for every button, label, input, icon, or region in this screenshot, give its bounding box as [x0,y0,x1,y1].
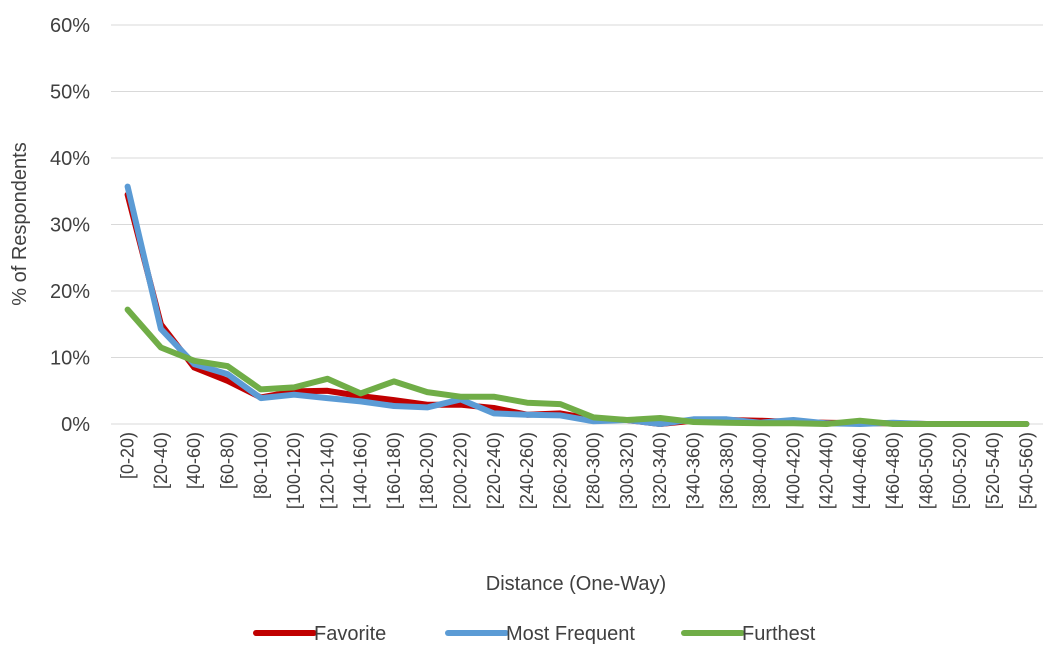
x-tick-label: [40-60) [184,432,204,489]
x-tick-label: [120-140) [317,432,337,509]
legend-label: Furthest [742,623,816,645]
x-tick-label: [220-240) [484,432,504,509]
x-tick-label: [20-40) [151,432,171,489]
x-tick-label: [460-480) [883,432,903,509]
x-tick-label: [500-520) [950,432,970,509]
x-tick-label: [540-560) [1016,432,1036,509]
y-tick-label: 30% [50,215,90,237]
y-tick-label: 10% [50,348,90,370]
x-tick-label: [320-340) [650,432,670,509]
y-axis-ticks: 0% 10% 20% 30% 40% 50% 60% [50,15,90,436]
y-tick-label: 0% [61,414,90,436]
x-tick-label: [160-180) [384,432,404,509]
x-tick-label: [280-300) [584,432,604,509]
x-tick-label: [400-420) [783,432,803,509]
y-axis-title: % of Respondents [9,142,31,305]
x-tick-label: [520-540) [983,432,1003,509]
y-tick-label: 20% [50,281,90,303]
series-line-3 [124,306,1030,427]
x-tick-label: [380-400) [750,432,770,509]
x-tick-label: [200-220) [451,432,471,509]
legend-label: Favorite [314,623,386,645]
x-axis-ticks: [0-20) [20-40) [40-60) [60-80) [80-100) [100-… [118,432,1037,509]
x-tick-label: [340-360) [684,432,704,509]
x-tick-label: [100-120) [284,432,304,509]
x-tick-label: [80-100) [251,432,271,499]
y-tick-label: 40% [50,148,90,170]
x-tick-label: [300-320) [617,432,637,509]
x-tick-label: [60-80) [218,432,238,489]
x-tick-label: [240-260) [517,432,537,509]
y-tick-label: 50% [50,82,90,104]
x-tick-label: [440-460) [850,432,870,509]
y-tick-label: 60% [50,15,90,37]
legend-label: Most Frequent [506,623,635,645]
legend: Favorite Most Frequent Furthest [253,623,816,645]
x-tick-label: [420-440) [817,432,837,509]
gridlines [111,24,1043,425]
x-tick-label: [0-20) [118,432,138,479]
x-tick-label: [260-280) [550,432,570,509]
x-tick-label: [480-500) [917,432,937,509]
x-tick-label: [140-160) [351,432,371,509]
series-lines [124,183,1030,427]
x-tick-label: [360-380) [717,432,737,509]
x-axis-title: Distance (One-Way) [486,573,666,595]
x-tick-label: [180-200) [417,432,437,509]
